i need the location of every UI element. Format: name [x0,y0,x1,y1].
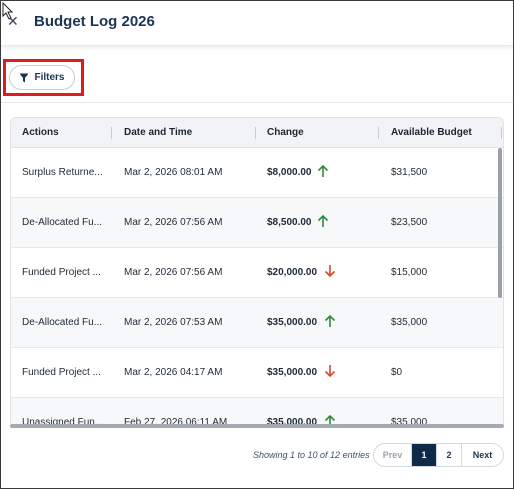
next-page-button[interactable]: Next [472,450,493,460]
change-cell: $8,000.00 [267,167,312,178]
arrow-up-icon [317,214,329,227]
available-budget-cell: $0 [391,367,403,378]
datetime-cell: Feb 27, 2026 06:11 AM [124,417,228,428]
divider [1,102,513,103]
column-header-change[interactable]: Change [267,127,304,138]
column-separator[interactable] [501,127,502,139]
filters-button-label: Filters [34,72,65,83]
entries-summary: Showing 1 to 10 of 12 entries [253,450,370,460]
column-separator[interactable] [255,127,256,139]
column-separator[interactable] [378,127,379,139]
action-cell: De-Allocated Fu... [22,217,103,228]
table-row[interactable]: Funded Project ... Mar 2, 2026 07:56 AM … [11,248,503,298]
available-budget-cell: $35,000 [391,417,428,428]
page-2-button[interactable]: 2 [437,444,462,466]
pagination: Prev 1 2 Next [373,443,504,467]
arrow-down-icon [324,365,336,378]
table-row[interactable]: Surplus Returne... Mar 2, 2026 08:01 AM … [11,148,503,198]
arrow-up-icon [317,164,329,177]
available-budget-cell: $23,500 [391,217,428,228]
change-cell: $35,000.00 [267,417,318,428]
table-row[interactable]: Funded Project ... Mar 2, 2026 04:17 AM … [11,348,503,398]
datetime-cell: Mar 2, 2026 07:56 AM [124,267,223,278]
mouse-cursor-icon [2,2,14,20]
filters-highlight-box [3,59,84,96]
column-header-actions[interactable]: Actions [22,127,59,138]
table-header: Actions Date and Time Change Available B… [11,118,503,148]
available-budget-cell: $31,500 [391,167,428,178]
datetime-cell: Mar 2, 2026 08:01 AM [124,167,223,178]
change-cell: $35,000.00 [267,317,318,328]
datetime-cell: Mar 2, 2026 04:17 AM [124,367,223,378]
change-cell: $35,000.00 [267,367,318,378]
vertical-scrollbar-thumb[interactable] [498,148,502,298]
action-cell: Funded Project ... [22,267,101,278]
change-cell: $20,000.00 [267,267,318,278]
page-title: Budget Log 2026 [34,13,155,30]
filters-button[interactable]: Filters [9,65,75,90]
page-1-button[interactable]: 1 [412,444,437,466]
available-budget-cell: $35,000 [391,317,428,328]
action-cell: Unassigned Fun... [22,417,104,428]
table-row[interactable]: Unassigned Fun... Feb 27, 2026 06:11 AM … [11,398,503,428]
budget-log-table: Actions Date and Time Change Available B… [10,117,504,428]
table-row[interactable]: De-Allocated Fu... Mar 2, 2026 07:56 AM … [11,198,503,248]
dialog-header: ✕ Budget Log 2026 [1,1,513,46]
column-separator[interactable] [111,127,112,139]
arrow-down-icon [324,265,336,278]
action-cell: De-Allocated Fu... [22,317,103,328]
column-header-date-time[interactable]: Date and Time [124,127,193,138]
action-cell: Surplus Returne... [22,167,103,178]
change-cell: $8,500.00 [267,217,312,228]
column-header-available-budget[interactable]: Available Budget [391,127,472,138]
table-row[interactable]: De-Allocated Fu... Mar 2, 2026 07:53 AM … [11,298,503,348]
arrow-up-icon [324,314,336,327]
datetime-cell: Mar 2, 2026 07:56 AM [124,217,223,228]
available-budget-cell: $15,000 [391,267,428,278]
prev-page-button[interactable]: Prev [374,444,412,466]
close-icon[interactable]: ✕ [7,13,19,29]
action-cell: Funded Project ... [22,367,101,378]
datetime-cell: Mar 2, 2026 07:53 AM [124,317,223,328]
horizontal-scrollbar[interactable] [10,424,504,428]
filter-icon [19,73,29,82]
